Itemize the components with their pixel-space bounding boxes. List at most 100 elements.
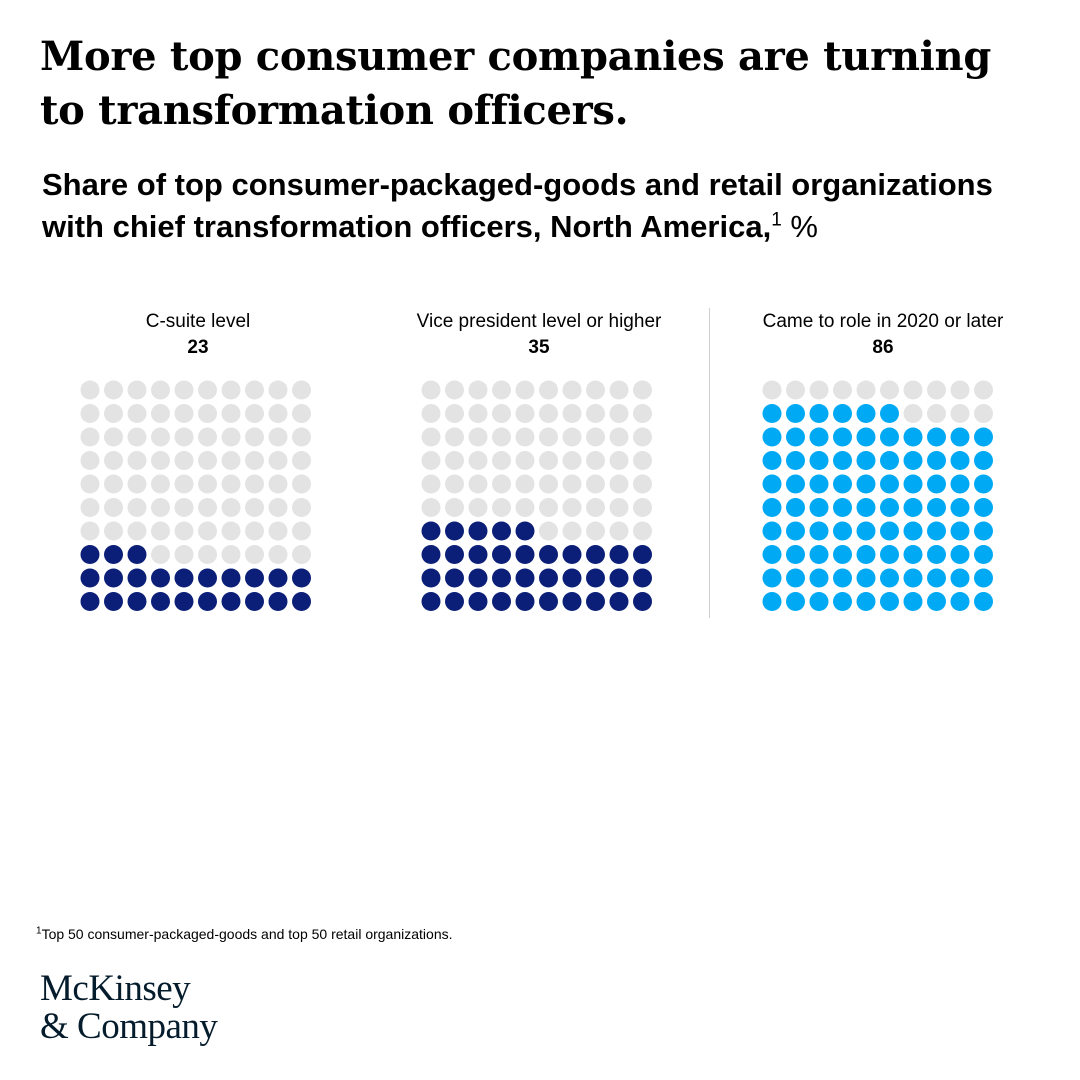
logo-line-2: & Company: [40, 1006, 218, 1047]
waffle-dot-empty: [633, 498, 652, 517]
waffle-dot-empty: [292, 427, 311, 447]
waffle-dot-empty: [104, 404, 123, 423]
waffle-dot-filled: [609, 592, 629, 611]
panel-value-came-to-role: 86: [872, 337, 894, 358]
waffle-dot-filled: [809, 474, 829, 494]
waffle-dot-filled: [833, 592, 852, 611]
waffle-dot-filled: [127, 568, 147, 588]
waffle-dot-filled: [856, 592, 876, 611]
waffle-dot-empty: [421, 427, 441, 447]
waffle-dot-filled: [445, 521, 464, 541]
waffle-dot-empty: [633, 380, 652, 400]
waffle-dot-empty: [539, 427, 558, 447]
waffle-dot-empty: [268, 474, 288, 494]
waffle-dot-empty: [445, 451, 464, 470]
waffle-dot-filled: [927, 474, 946, 494]
waffle-dot-empty: [80, 404, 100, 423]
waffle-dot-empty: [515, 380, 535, 400]
waffle-dot-filled: [833, 545, 852, 564]
waffle-dot-empty: [151, 521, 170, 541]
waffle-dot-filled: [950, 474, 970, 494]
waffle-dot-empty: [562, 451, 582, 470]
waffle-dot-filled: [833, 521, 852, 541]
waffle-dot-filled: [856, 568, 876, 588]
panel-divider: [709, 308, 710, 618]
waffle-dot-empty: [833, 380, 852, 400]
waffle-dot-filled: [268, 592, 288, 611]
waffle-dot-empty: [421, 380, 441, 400]
waffle-dot-empty: [445, 404, 464, 423]
waffle-dot-filled: [515, 592, 535, 611]
waffle-dot-empty: [468, 404, 488, 423]
waffle-dot-empty: [492, 380, 511, 400]
waffle-dot-filled: [950, 427, 970, 447]
waffle-dot-filled: [633, 592, 652, 611]
waffle-dot-filled: [809, 404, 829, 423]
waffle-dot-filled: [974, 474, 993, 494]
waffle-dot-empty: [609, 451, 629, 470]
waffle-dot-empty: [515, 498, 535, 517]
waffle-dot-empty: [198, 498, 217, 517]
waffle-dot-empty: [268, 380, 288, 400]
waffle-dot-filled: [104, 545, 123, 564]
waffle-dot-empty: [127, 404, 147, 423]
subtitle-footnote-marker: 1: [771, 209, 782, 231]
waffle-dot-empty: [221, 427, 241, 447]
waffle-dot-filled: [809, 592, 829, 611]
waffle-dot-empty: [974, 380, 993, 400]
waffle-dot-filled: [927, 592, 946, 611]
waffle-dot-filled: [492, 568, 511, 588]
waffle-dot-empty: [268, 427, 288, 447]
waffle-dot-filled: [833, 568, 852, 588]
waffle-dot-empty: [539, 521, 558, 541]
waffle-dot-filled: [974, 521, 993, 541]
waffle-dot-filled: [880, 451, 899, 470]
waffle-dot-filled: [833, 404, 852, 423]
waffle-dot-filled: [833, 498, 852, 517]
waffle-dot-filled: [104, 592, 123, 611]
waffle-dot-filled: [151, 592, 170, 611]
waffle-dot-filled: [268, 568, 288, 588]
panel-value-vice-president: 35: [528, 337, 550, 358]
waffle-dot-empty: [198, 404, 217, 423]
waffle-dot-empty: [421, 404, 441, 423]
waffle-dot-empty: [562, 380, 582, 400]
waffle-dot-empty: [633, 474, 652, 494]
waffle-dot-empty: [609, 498, 629, 517]
waffle-dot-filled: [856, 498, 876, 517]
waffle-dot-empty: [445, 474, 464, 494]
waffle-dot-empty: [127, 427, 147, 447]
waffle-dot-filled: [586, 545, 605, 564]
waffle-dot-empty: [974, 404, 993, 423]
waffle-dot-filled: [786, 451, 805, 470]
waffle-dot-empty: [198, 451, 217, 470]
waffle-dot-empty: [609, 380, 629, 400]
waffle-dot-empty: [292, 474, 311, 494]
waffle-dot-filled: [809, 427, 829, 447]
waffle-dot-filled: [586, 592, 605, 611]
waffle-dot-filled: [856, 521, 876, 541]
waffle-dot-empty: [562, 474, 582, 494]
waffle-dot-filled: [468, 592, 488, 611]
panel-label-vice-president: Vice president level or higher: [416, 311, 662, 332]
waffle-dot-empty: [221, 498, 241, 517]
waffle-dot-empty: [927, 404, 946, 423]
waffle-dot-empty: [786, 380, 805, 400]
waffle-dot-empty: [245, 474, 264, 494]
waffle-dot-filled: [468, 521, 488, 541]
waffle-dot-empty: [104, 451, 123, 470]
waffle-dot-filled: [856, 427, 876, 447]
waffle-dot-filled: [833, 427, 852, 447]
waffle-dot-filled: [492, 592, 511, 611]
logo-line-1: McKinsey: [40, 968, 191, 1009]
waffle-dot-empty: [104, 380, 123, 400]
waffle-dot-filled: [974, 427, 993, 447]
waffle-dot-empty: [633, 521, 652, 541]
waffle-dot-empty: [127, 380, 147, 400]
waffle-dot-empty: [80, 521, 100, 541]
footnote: 1Top 50 consumer-packaged-goods and top …: [36, 925, 453, 943]
subtitle-unit: %: [790, 209, 818, 244]
waffle-dot-filled: [198, 592, 217, 611]
waffle-dot-filled: [974, 498, 993, 517]
waffle-dot-filled: [809, 568, 829, 588]
